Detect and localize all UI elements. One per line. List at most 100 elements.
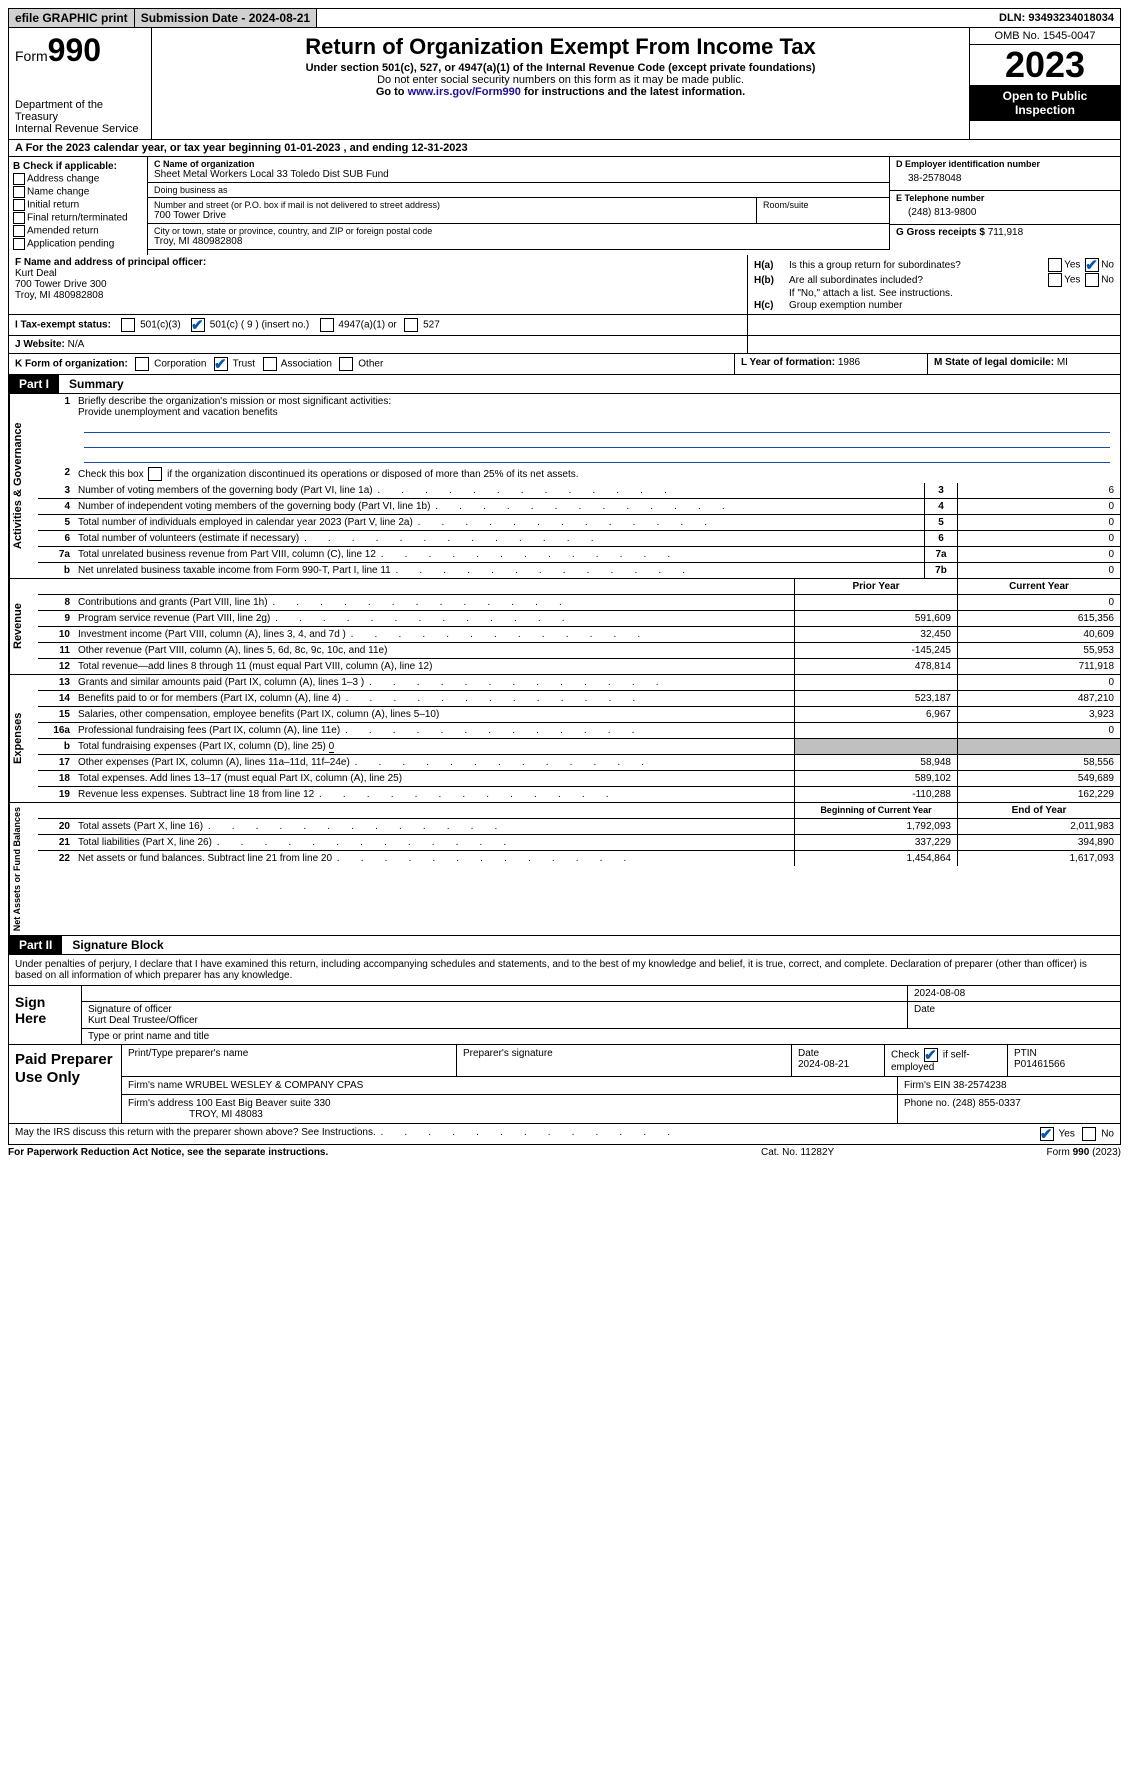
l21-num: 21 (38, 835, 74, 850)
header-left: Form990 Department of the Treasury Inter… (9, 28, 152, 139)
firm-name-label: Firm's name (128, 1080, 185, 1091)
cb-527[interactable] (404, 318, 418, 332)
section-governance: Activities & Governance 1 Briefly descri… (8, 394, 1121, 579)
cb-discontinued[interactable] (148, 467, 162, 481)
cb-assoc[interactable] (263, 357, 277, 371)
cat-no: Cat. No. 11282Y (761, 1147, 961, 1158)
l5-box: 5 (924, 515, 957, 530)
hb-label: H(b) (754, 275, 789, 286)
irs-discuss-text: May the IRS discuss this return with the… (15, 1127, 1038, 1141)
section-expenses: Expenses 13Grants and similar amounts pa… (8, 675, 1121, 803)
cb-4947[interactable] (320, 318, 334, 332)
part1-title: Summary (59, 375, 134, 393)
l9-desc: Program service revenue (Part VIII, line… (74, 611, 794, 626)
l7a-box: 7a (924, 547, 957, 562)
ptin-label: PTIN (1014, 1048, 1114, 1059)
opt-4947: 4947(a)(1) or (338, 320, 396, 331)
ha-yes: Yes (1064, 260, 1080, 271)
cb-initial-return[interactable] (13, 199, 25, 211)
cb-self-employed[interactable] (924, 1048, 938, 1062)
irs-discuss-row: May the IRS discuss this return with the… (8, 1124, 1121, 1145)
l3-box: 3 (924, 483, 957, 498)
officer-addr1: 700 Tower Drive 300 (15, 279, 741, 290)
firm-ein: 38-2574238 (953, 1080, 1006, 1091)
l7b-val: 0 (957, 563, 1120, 578)
l6-num: 6 (38, 531, 74, 546)
irs-link[interactable]: www.irs.gov/Form990 (408, 86, 521, 98)
i-label: I Tax-exempt status: (15, 320, 111, 331)
l2-desc: Check this box if the organization disco… (74, 465, 1120, 483)
l5-val: 0 (957, 515, 1120, 530)
hb-text: Are all subordinates included? (789, 275, 1046, 286)
l5-num: 5 (38, 515, 74, 530)
cb-discuss-no[interactable] (1082, 1127, 1096, 1141)
top-bar: efile GRAPHIC print Submission Date - 20… (8, 8, 1121, 28)
vlabel-net: Net Assets or Fund Balances (9, 803, 38, 935)
l16b-desc: Total fundraising expenses (Part IX, col… (74, 739, 794, 754)
l18-prior: 589,102 (794, 771, 957, 786)
l6-box: 6 (924, 531, 957, 546)
l12-num: 12 (38, 659, 74, 674)
l11-desc: Other revenue (Part VIII, column (A), li… (74, 643, 794, 658)
l20-end: 2,011,983 (957, 819, 1120, 834)
vlabel-revenue: Revenue (9, 579, 38, 674)
l2-text: Check this box if the organization disco… (78, 469, 579, 480)
hb-no-cb[interactable] (1085, 273, 1099, 287)
cb-501c[interactable] (191, 318, 205, 332)
cb-final-return[interactable] (13, 212, 25, 224)
gross-label: G Gross receipts $ (896, 227, 988, 238)
cb-trust[interactable] (214, 357, 228, 371)
cb-amended[interactable] (13, 225, 25, 237)
opt-trust: Trust (233, 359, 255, 370)
opt-address-change: Address change (27, 174, 99, 185)
ha-text: Is this a group return for subordinates? (789, 260, 1046, 271)
cb-address-change[interactable] (13, 173, 25, 185)
j-label: J Website: (15, 339, 68, 350)
l7b-box: 7b (924, 563, 957, 578)
cb-app-pending[interactable] (13, 238, 25, 250)
l15-desc: Salaries, other compensation, employee b… (74, 707, 794, 722)
l12-prior: 478,814 (794, 659, 957, 674)
gross-value: 711,918 (988, 227, 1023, 238)
cb-name-change[interactable] (13, 186, 25, 198)
firm-name: WRUBEL WESLEY & COMPANY CPAS (185, 1080, 363, 1091)
website-value: N/A (68, 339, 85, 350)
ha-no-cb[interactable] (1085, 258, 1099, 272)
footer-pre: Form (1047, 1147, 1073, 1158)
l22-beg: 1,454,864 (794, 851, 957, 866)
cb-other[interactable] (339, 357, 353, 371)
sign-here-label: Sign Here (9, 986, 82, 1044)
hb-no: No (1101, 275, 1114, 286)
dba-cell: Doing business as (148, 183, 890, 198)
l1-text: Briefly describe the organization's miss… (78, 396, 391, 407)
ha-yes-cb[interactable] (1048, 258, 1062, 272)
l21-beg: 337,229 (794, 835, 957, 850)
cb-corp[interactable] (135, 357, 149, 371)
efile-print-button[interactable]: efile GRAPHIC print (9, 9, 135, 27)
officer-sig-name: Kurt Deal Trustee/Officer (88, 1015, 901, 1026)
l19-prior: -110,288 (794, 787, 957, 802)
tax-exempt-status: I Tax-exempt status: 501(c)(3) 501(c) ( … (9, 315, 748, 335)
officer-label: F Name and address of principal officer: (15, 257, 741, 268)
open-to-public: Open to Public Inspection (970, 85, 1120, 121)
firm-phone: (248) 855-0337 (952, 1098, 1020, 1109)
prep-date: 2024-08-21 (798, 1059, 878, 1070)
l14-curr: 487,210 (957, 691, 1120, 706)
goto-post: for instructions and the latest informat… (521, 86, 745, 98)
opt-501c: 501(c) ( 9 ) (insert no.) (210, 320, 309, 331)
ha-no: No (1101, 260, 1114, 271)
row-klm: K Form of organization: Corporation Trus… (8, 354, 1121, 375)
l20-desc: Total assets (Part X, line 16) (74, 819, 794, 834)
phone-value: (248) 813-9800 (896, 203, 1114, 222)
date-label: Date (914, 1004, 1114, 1015)
cb-discuss-yes[interactable] (1040, 1127, 1054, 1141)
phone-cell: E Telephone number (248) 813-9800 (890, 191, 1120, 225)
row-j: J Website: N/A (8, 336, 1121, 354)
l19-num: 19 (38, 787, 74, 802)
hb-yes-cb[interactable] (1048, 273, 1062, 287)
omb-number: OMB No. 1545-0047 (970, 28, 1120, 45)
l21-desc: Total liabilities (Part X, line 26) (74, 835, 794, 850)
l22-desc: Net assets or fund balances. Subtract li… (74, 851, 794, 866)
cb-501c3[interactable] (121, 318, 135, 332)
city-cell: City or town, state or province, country… (148, 224, 890, 250)
